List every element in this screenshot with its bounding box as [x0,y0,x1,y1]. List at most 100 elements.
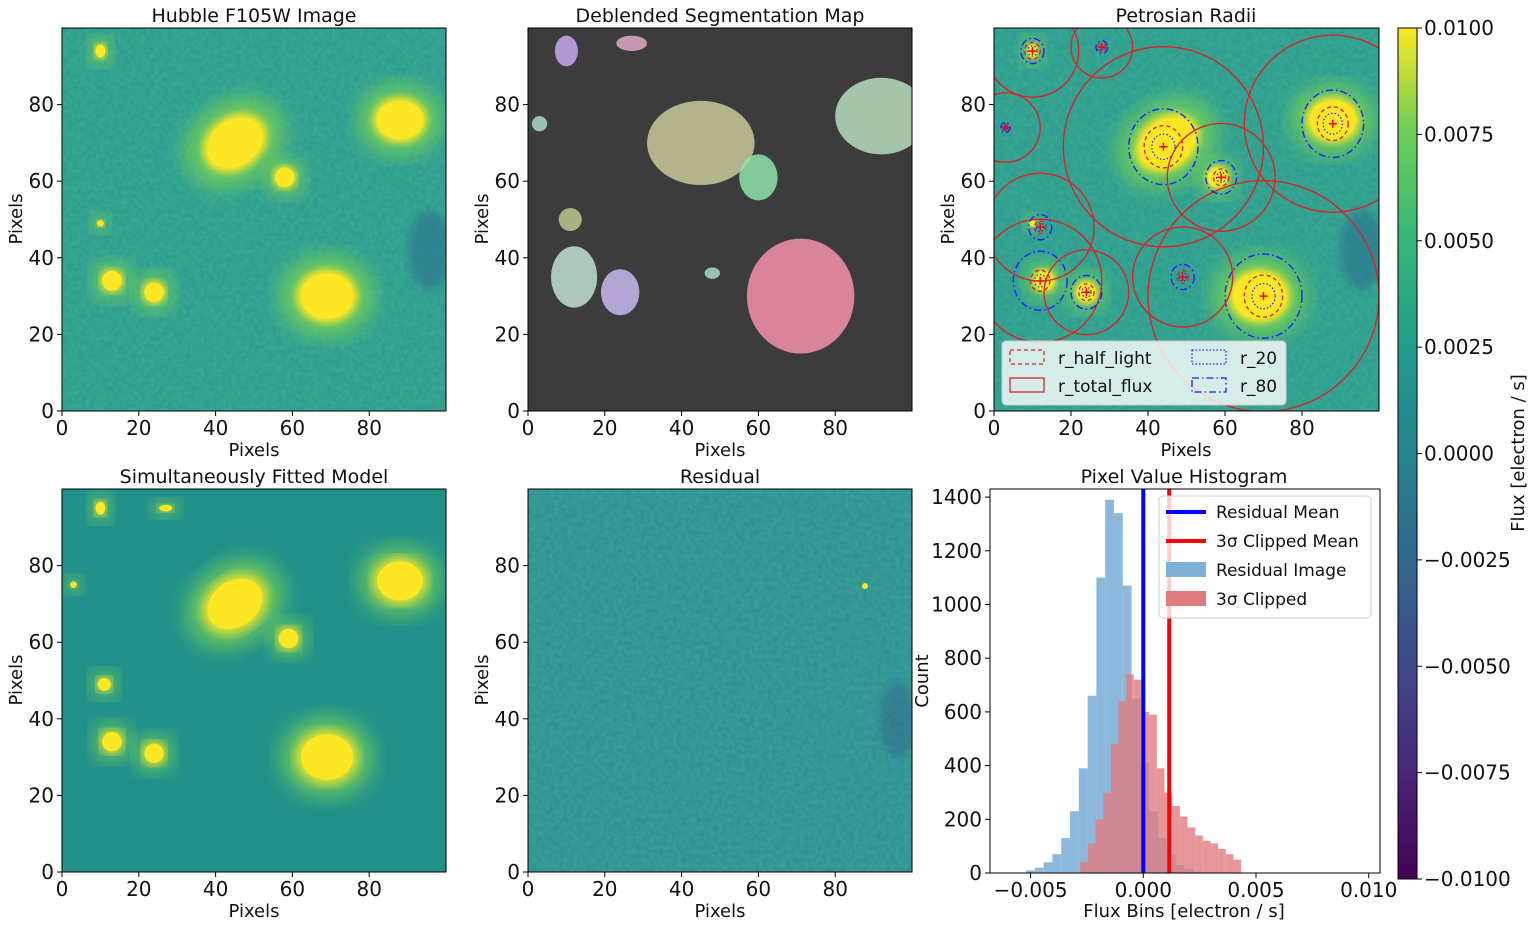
aperture-center-marker [1028,46,1037,55]
segmap-ylabel: Pixels [472,193,493,244]
colorbar-tick-label: 0.0000 [1424,442,1494,466]
x-tick-label: 20 [1058,416,1083,440]
residual-title: Residual [680,466,760,488]
petrosian-xlabel: Pixels [1160,440,1211,461]
petrosian-apertures [994,28,1379,411]
x-tick-label: 40 [203,416,228,440]
segmap-axes: 0 20 40 60 80 0 20 40 60 80 [495,93,848,440]
clipped-bar [1218,848,1226,873]
model-xlabel: Pixels [228,901,279,922]
legend-swatch-r-20 [1191,349,1227,365]
x-tick-label: 60 [746,416,771,440]
aperture-r-20 [1251,282,1276,310]
hubble-xlabel: Pixels [228,440,279,461]
colorbar-tick-label: −0.0050 [1424,654,1511,678]
x-tick-label: 0.005 [1227,878,1284,902]
clipped-bar [1187,827,1196,873]
aperture-center-marker [1328,119,1337,128]
y-tick-label: 400 [944,754,982,778]
source-core [144,282,164,303]
aperture-r-total-flux [1062,45,1265,248]
y-tick-label: 1200 [931,539,982,563]
clipped-bar [1179,816,1188,873]
petrosian-frame [993,27,1380,412]
residual-image-bar [1061,838,1071,873]
aperture-center-marker [1178,272,1187,281]
y-tick-label: 80 [961,93,986,117]
x-tick-label: 40 [203,877,228,901]
model-axes: 0 20 40 60 80 0 20 40 60 80 [29,554,382,901]
x-tick-label: 20 [126,877,151,901]
y-tick-label: 0 [41,860,54,884]
histogram-legend-box [1158,495,1372,619]
clipped-bar [1195,835,1203,873]
y-tick-label: 600 [944,700,982,724]
clipped-bar [1103,792,1111,873]
aperture-r-total-flux [994,172,1095,282]
legend-label-residual-mean: Residual Mean [1216,503,1340,523]
colorbar-tick-label: 0.0025 [1424,335,1494,359]
y-tick-label: 1000 [931,592,982,616]
clipped-bar [1149,714,1157,873]
aperture-r-half-light [1143,124,1184,169]
segment-region [835,77,912,155]
panel-residual: Residual 0 20 40 60 80 0 20 40 60 80 Pixels Pixel… [472,466,913,922]
y-tick-label: 40 [961,246,986,270]
clipped-bar [1087,843,1096,873]
colorbar-tick-label: 0.0075 [1424,122,1494,146]
legend-swatch-r-total-flux [1009,377,1045,393]
aperture-r-80 [1301,89,1365,159]
legend-patch-residual-image [1166,562,1206,577]
aperture-r-20 [1081,286,1092,298]
aperture-r-80 [1000,121,1011,134]
aperture-r-80 [1027,213,1053,241]
y-tick-label: 40 [495,246,520,270]
clipped-bar [1095,819,1104,873]
residual-image-bar [1105,499,1114,873]
y-tick-label: 0 [41,399,54,423]
residual-axes: 0 20 40 60 80 0 20 40 60 80 [495,554,848,901]
source-core [159,504,173,512]
aperture-r-80 [1170,263,1195,291]
aperture-r-half-light [1024,41,1041,61]
source-core [144,743,164,764]
legend-label-clipped: 3σ Clipped [1216,590,1307,610]
panel-histogram: Pixel Value Histogram −0.005 0.000 0.005 0.… [912,466,1397,922]
petrosian-axes: 0 20 40 60 80 0 20 40 60 80 [961,93,1315,440]
aperture-r-total-flux [1131,226,1234,328]
clipped-bar [1225,854,1234,873]
x-tick-label: 60 [280,416,305,440]
source-core [274,167,295,188]
x-tick-label: 80 [356,877,381,901]
x-tick-label: 80 [822,416,847,440]
residual-image-bar [1113,513,1123,873]
panel-segmap: Deblended Segmentation Map 0 20 40 60 80 0 20 4… [472,5,913,461]
residual-image-bar [1052,854,1062,873]
x-tick-label: 40 [669,877,694,901]
y-tick-label: 60 [29,630,54,654]
x-tick-label: 0.000 [1115,878,1172,902]
source-core [102,271,122,291]
segment-region [551,246,598,308]
legend-swatch-r-half-light [1009,349,1045,365]
x-tick-label: 0.010 [1340,878,1397,902]
aperture-r-total-flux [1243,34,1379,213]
hubble-frame [61,27,447,412]
model-ylabel: Pixels [6,654,27,705]
legend-label-r-20: r_20 [1240,349,1277,369]
y-tick-label: 40 [29,246,54,270]
aperture-r-total-flux [1166,122,1276,232]
segment-region [647,100,755,186]
segment-region [600,269,640,316]
y-tick-label: 60 [29,169,54,193]
x-tick-label: 80 [822,877,847,901]
panel-model: Simultaneously Fitted Model 0 20 40 60 80 0 20… [6,466,447,922]
aperture-center-marker [1259,292,1268,301]
aperture-center-marker [1097,43,1106,52]
residual-hot-pixel [862,583,868,589]
clipped-bar [1156,768,1165,873]
histogram-frame [989,488,1381,874]
x-tick-label: 0 [988,416,1001,440]
clipped-bar [1141,711,1150,873]
clipped-bar [1210,843,1219,873]
